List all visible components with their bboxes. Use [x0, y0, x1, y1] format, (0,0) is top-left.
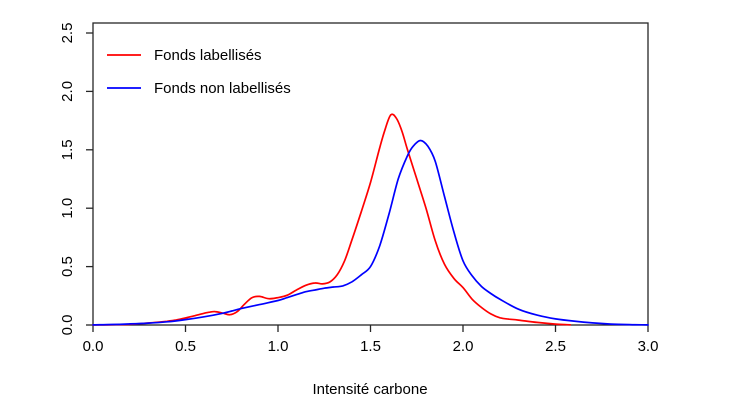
- y-tick-label: 2.5: [59, 23, 76, 44]
- y-tick-label: 0.5: [59, 256, 76, 277]
- y-tick-label: 1.5: [59, 139, 76, 160]
- x-tick-label: 1.0: [268, 338, 289, 355]
- x-tick-label: 2.5: [545, 338, 566, 355]
- y-axis: 0.0 0.5 1.0 1.5 2.0 2.5: [59, 23, 93, 336]
- x-tick-label: 3.0: [638, 338, 659, 355]
- plot-box: [92, 22, 649, 326]
- legend-item-labelled: Fonds labellisés: [107, 47, 262, 64]
- x-axis: 0.0 0.5 1.0 1.5 2.0 2.5 3.0: [83, 325, 659, 355]
- legend-label-non-labelled: Fonds non labellisés: [154, 80, 291, 97]
- x-tick-label: 0.0: [83, 338, 104, 355]
- legend: Fonds labellisés Fonds non labellisés: [107, 47, 291, 97]
- x-tick-label: 0.5: [175, 338, 196, 355]
- x-tick-label: 1.5: [360, 338, 381, 355]
- x-axis-title: Intensité carbone: [312, 381, 427, 398]
- blue-density-curve: [92, 139, 649, 326]
- density-curves: [92, 113, 649, 326]
- red-density-curve: [92, 113, 572, 326]
- y-tick-label: 0.0: [59, 315, 76, 336]
- legend-item-non-labelled: Fonds non labellisés: [107, 80, 291, 97]
- y-tick-label: 2.0: [59, 81, 76, 102]
- x-tick-label: 2.0: [453, 338, 474, 355]
- legend-label-labelled: Fonds labellisés: [154, 47, 262, 64]
- y-tick-label: 1.0: [59, 198, 76, 219]
